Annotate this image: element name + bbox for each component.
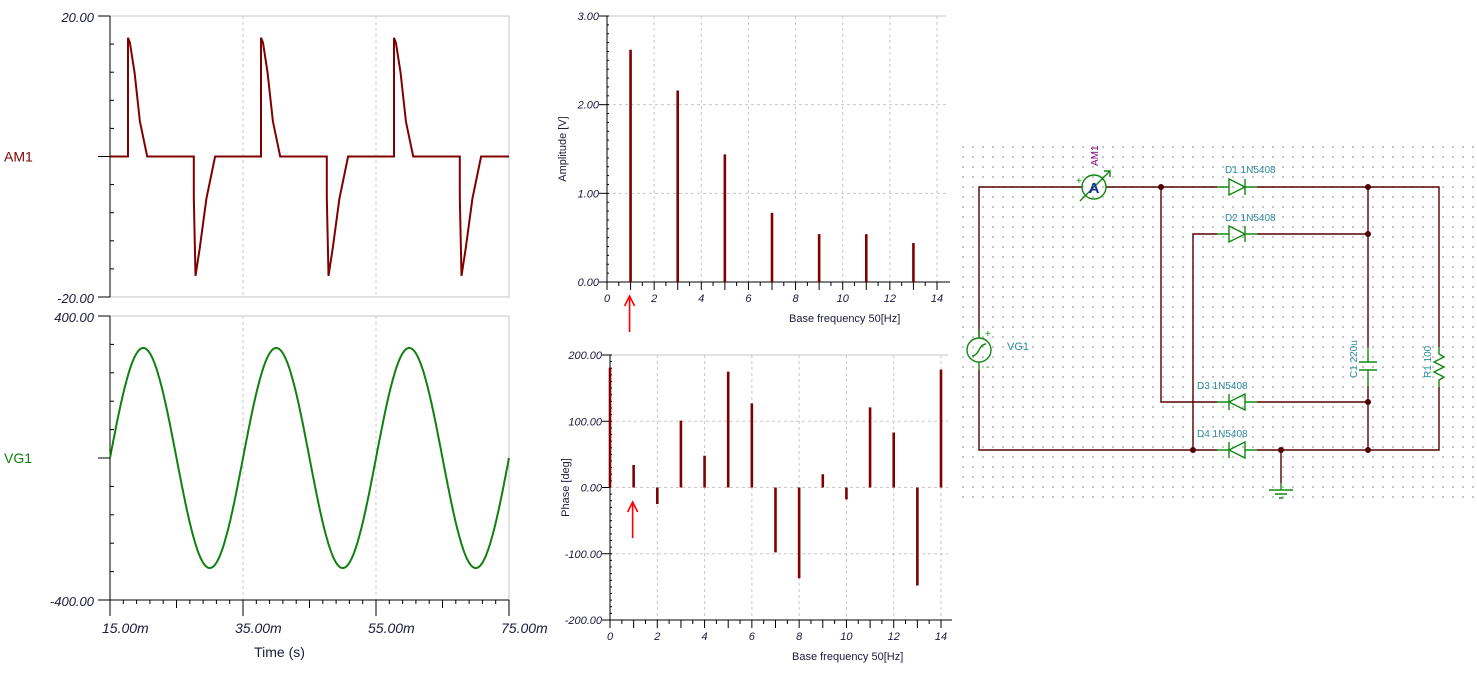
x-tick-label: 4 — [702, 631, 708, 643]
junction-dots — [1158, 184, 1371, 453]
ammeter-arrow-icon — [1079, 170, 1111, 202]
x-tick-label: 14 — [935, 631, 947, 643]
y-tick-label: 1.00 — [578, 188, 600, 200]
x-tick-label: 10 — [837, 293, 850, 305]
y-axis-title: Amplitude [V] — [557, 116, 569, 181]
y-axis-title: Phase [deg] — [560, 458, 572, 517]
wire-d2-left — [1192, 233, 1217, 450]
circuit-schematic[interactable]: A + AM1 + - VG1 D1 1N5408 D2 1N5408 — [966, 145, 1446, 499]
sine-glyph-icon — [971, 343, 987, 357]
x-tick-label: 0 — [607, 631, 614, 643]
ammeter-label: AM1 — [1090, 145, 1101, 166]
signal-label: VG1 — [4, 450, 32, 466]
diode-icon — [1217, 177, 1257, 197]
x-tick-label: 12 — [888, 631, 900, 643]
y-tick-label: -200.00 — [565, 615, 603, 627]
y-tick-label: 2.00 — [577, 100, 600, 112]
y-tick-label: 0.00 — [578, 277, 600, 289]
diode-d2[interactable]: D2 1N5408 — [1217, 213, 1276, 244]
ammeter-circle-icon — [1081, 174, 1107, 200]
x-axis-title: Base frequency 50[Hz] — [792, 651, 903, 663]
source-label: VG1 — [1007, 341, 1029, 353]
voltage-source-vg1[interactable]: + - VG1 — [966, 329, 1029, 373]
capacitor-c1[interactable]: C1 220u — [1349, 340, 1377, 386]
y-tick-label: -100.00 — [565, 549, 603, 561]
y-tick-label-min: -400.00 — [50, 594, 95, 609]
wire-source-to-ammeter — [978, 186, 1082, 338]
diode-d1[interactable]: D1 1N5408 — [1217, 165, 1276, 197]
ammeter-symbol: A — [1089, 180, 1100, 197]
vg1-transient-chart[interactable]: 400.00 -400.00 VG1 15.00m 35.00m 55.00m 75.00m… — [4, 310, 548, 660]
resistor-label: R1 100 — [1423, 345, 1434, 378]
resistor-icon — [1432, 347, 1446, 387]
diode-label: D3 1N5408 — [1197, 381, 1248, 392]
y-tick-label-max: 400.00 — [54, 310, 95, 325]
capacitor-label: C1 220u — [1349, 340, 1360, 378]
diode-icon — [1217, 440, 1257, 460]
y-tick-label-max: 20.00 — [60, 10, 94, 25]
wire-resistor-bottom — [1290, 387, 1440, 451]
signal-label: AM1 — [4, 149, 33, 165]
diode-icon — [1217, 392, 1257, 412]
resistor-r1[interactable]: R1 100 — [1423, 345, 1446, 387]
wire-source-bottom — [978, 370, 1217, 451]
x-tick-label: 2 — [650, 293, 657, 305]
x-tick-label: 0 — [604, 293, 611, 305]
y-tick-label: 200.00 — [567, 350, 603, 362]
sine-source-icon — [966, 337, 992, 363]
diode-label: D2 1N5408 — [1225, 213, 1276, 224]
x-tick-label: 4 — [698, 293, 704, 305]
x-tick-label: 8 — [793, 293, 800, 305]
x-tick-label: 35.00m — [235, 620, 282, 636]
y-tick-label: 100.00 — [568, 416, 603, 428]
x-tick-label: 10 — [840, 631, 853, 643]
red-arrow-annotation-icon — [623, 294, 636, 332]
x-tick-label: 2 — [653, 631, 660, 643]
phase-spectrum-chart[interactable]: 200.00 100.00 0.00 -100.00 -200.00 0 2 4 6 8 10 12 1… — [560, 350, 952, 663]
x-tick-label: 12 — [884, 293, 896, 305]
ground-icon — [1269, 483, 1293, 499]
diode-icon — [1217, 224, 1257, 244]
y-tick-label: 3.00 — [578, 11, 600, 23]
series-AM1[interactable] — [110, 37, 509, 277]
amplitude-spectrum-chart[interactable]: 3.00 2.00 1.00 0.00 0 2 4 6 8 10 12 14 Amplitude [V]… — [557, 11, 950, 332]
x-tick-label: 8 — [796, 631, 803, 643]
x-axis-title: Base frequency 50[Hz] — [789, 313, 900, 325]
diode-label: D1 1N5408 — [1225, 165, 1276, 176]
y-tick-label: 0.00 — [581, 483, 603, 495]
x-tick-label: 15.00m — [102, 620, 149, 636]
diode-label: D4 1N5408 — [1197, 429, 1248, 440]
source-minus: - — [986, 362, 989, 373]
diode-d3[interactable]: D3 1N5408 — [1197, 381, 1257, 412]
x-tick-label: 6 — [749, 631, 756, 643]
y-tick-label-min: -20.00 — [57, 291, 95, 306]
wire-d1-to-resistor — [1257, 186, 1440, 347]
ammeter-am1[interactable]: A + AM1 — [1076, 145, 1111, 202]
ground[interactable] — [1269, 483, 1293, 499]
schematic-grid — [955, 140, 1477, 502]
ammeter-plus: + — [1076, 176, 1082, 187]
x-axis-title: Time (s) — [254, 644, 305, 660]
wire-node-to-d3 — [1160, 187, 1217, 403]
series-VG1[interactable] — [109, 346, 510, 569]
x-tick-label: 75.00m — [501, 620, 548, 636]
x-tick-label: 14 — [931, 293, 943, 305]
diode-d4[interactable]: D4 1N5408 — [1197, 429, 1257, 460]
source-plus: + — [985, 329, 991, 340]
x-tick-label: 55.00m — [368, 620, 415, 636]
x-tick-label: 6 — [745, 293, 752, 305]
red-arrow-annotation-icon — [626, 500, 639, 538]
capacitor-icon — [1359, 347, 1377, 386]
am1-transient-chart[interactable]: 20.00 -20.00 AM1 — [4, 10, 510, 306]
